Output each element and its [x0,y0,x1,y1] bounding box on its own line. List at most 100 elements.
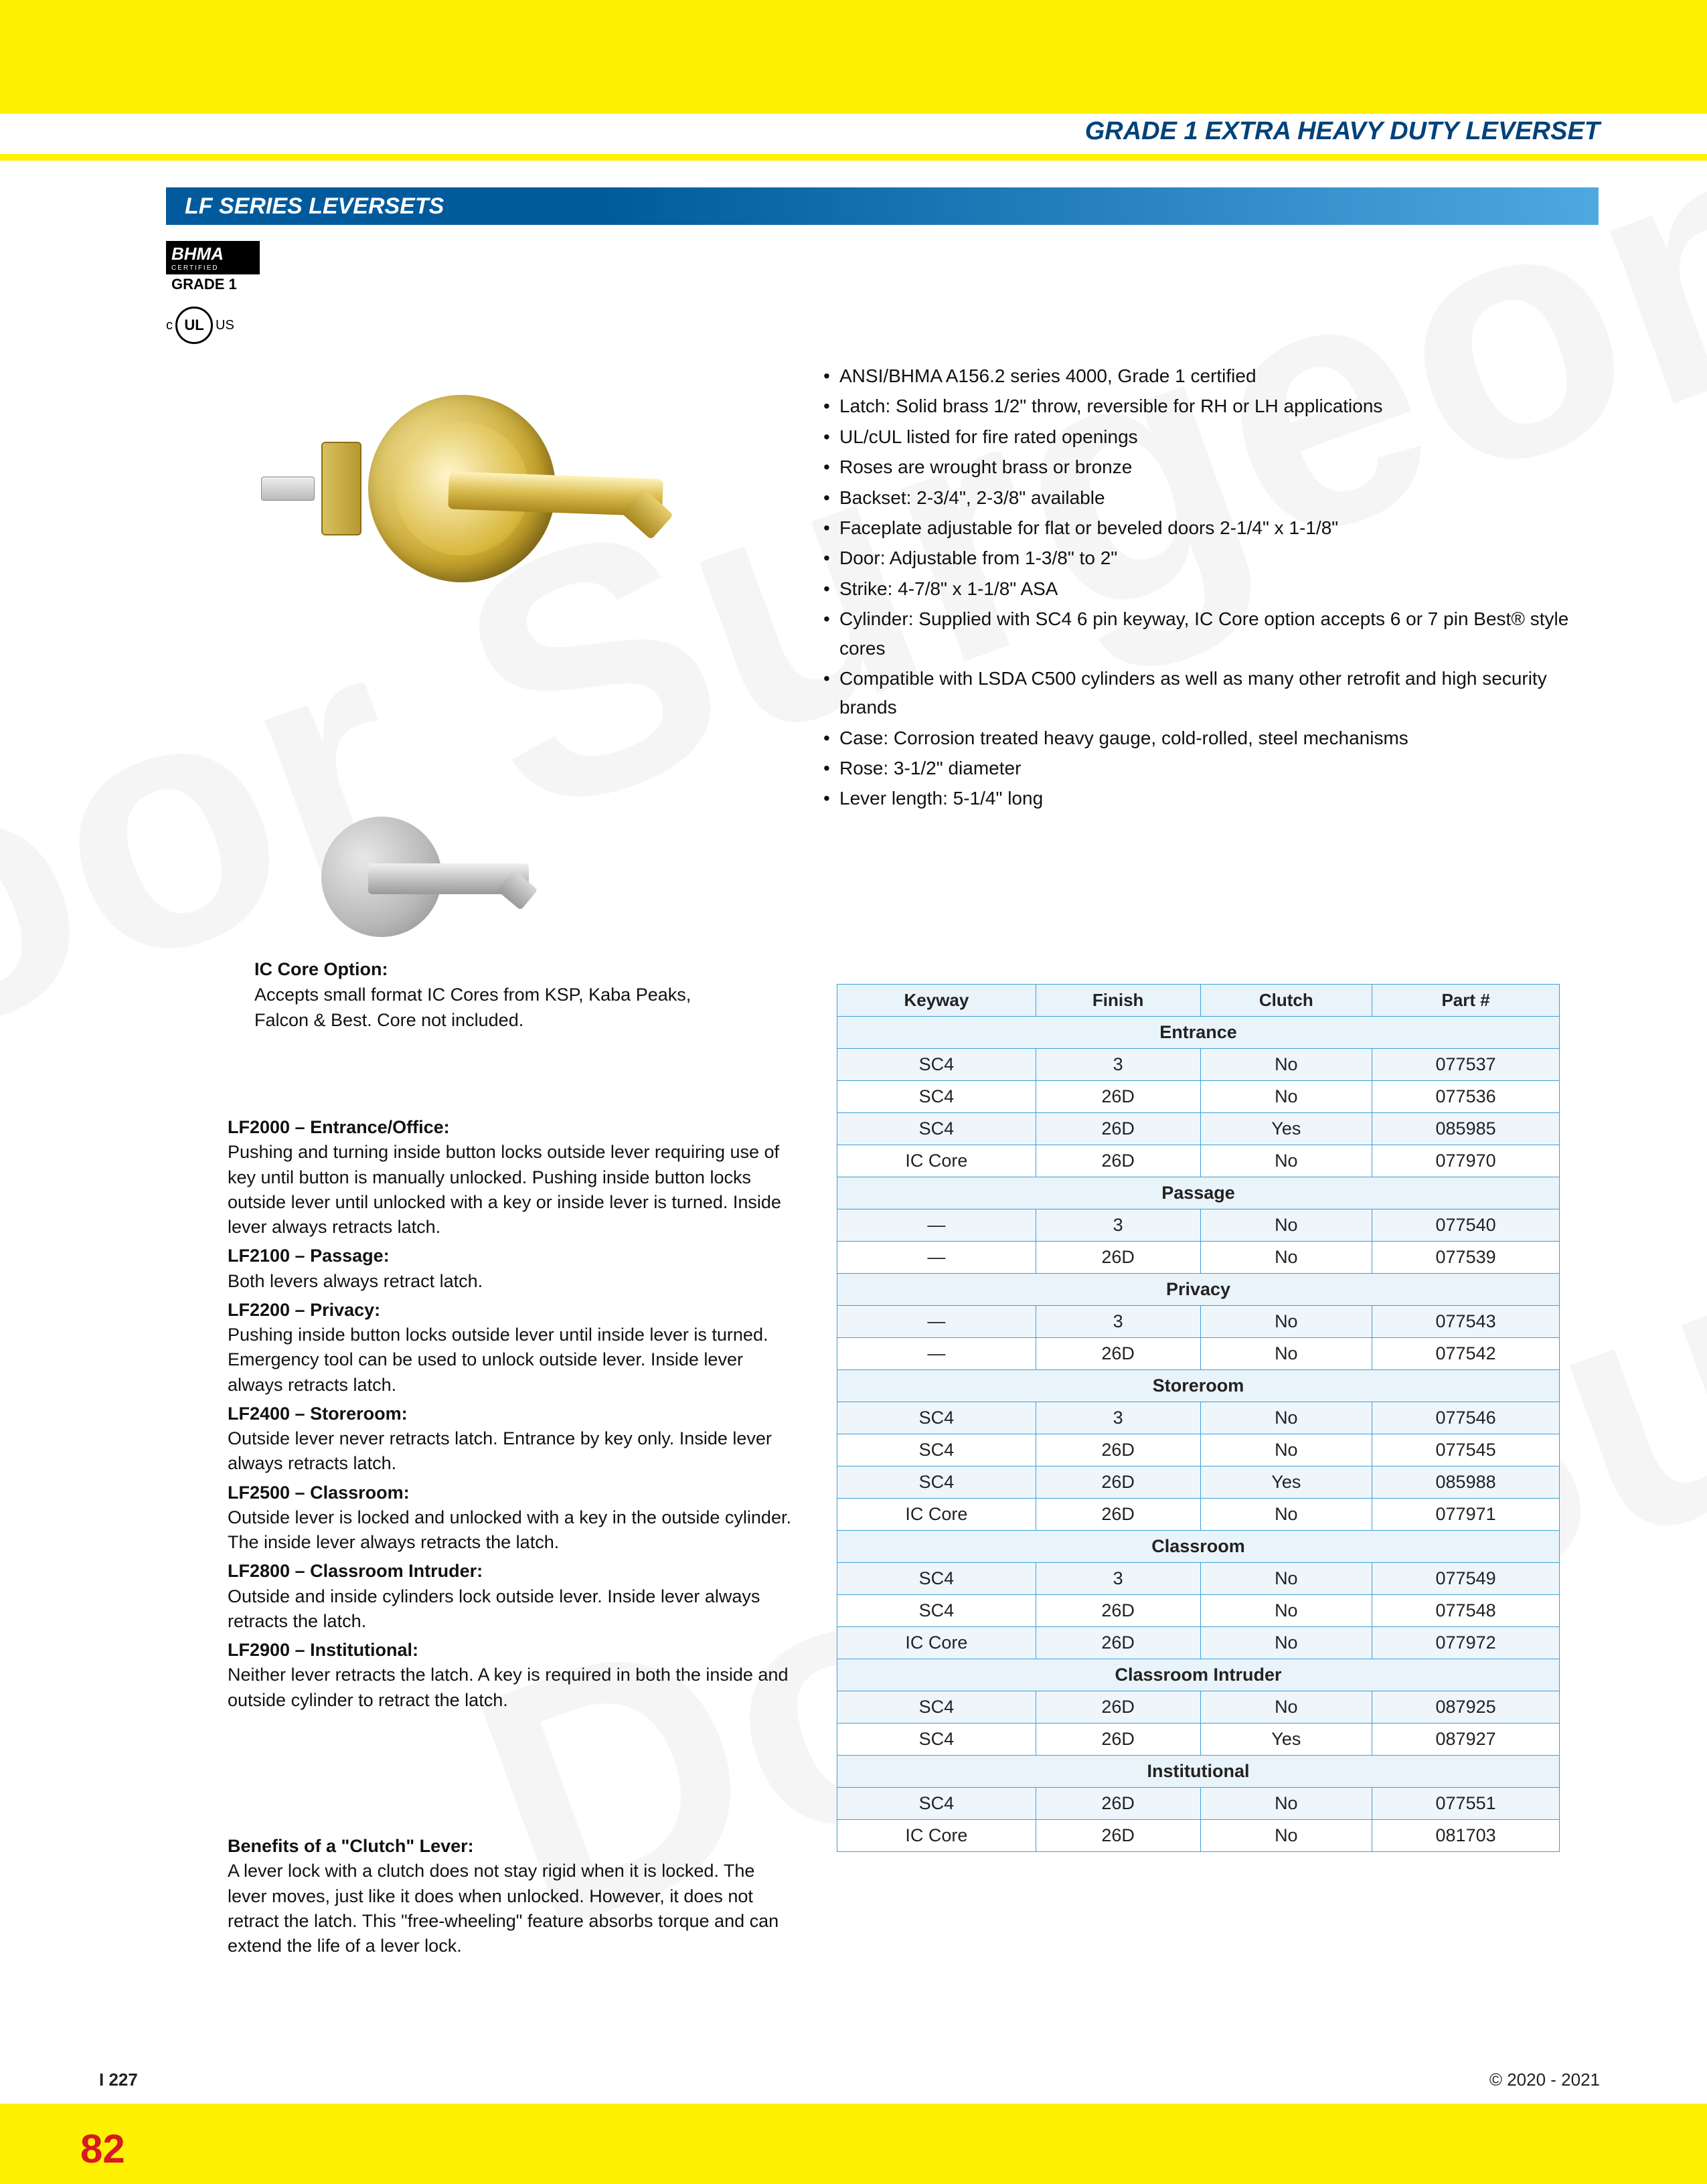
table-row: SC426DNo077551 [837,1788,1560,1820]
table-cell: 26D [1036,1081,1200,1113]
table-cell: — [837,1242,1036,1274]
table-cell: 26D [1036,1466,1200,1499]
table-cell: SC4 [837,1081,1036,1113]
table-cell: No [1200,1145,1372,1177]
table-cell: 077540 [1372,1209,1560,1242]
product-image-brass-lever [248,361,663,616]
table-row: —3No077540 [837,1209,1560,1242]
table-cell: — [837,1209,1036,1242]
function-title: LF2000 – Entrance/Office: [228,1115,797,1140]
table-cell: IC Core [837,1627,1036,1659]
table-cell: No [1200,1820,1372,1852]
table-row: IC Core26DNo077971 [837,1499,1560,1531]
table-row: SC426DYes087927 [837,1724,1560,1756]
table-section-header: Classroom Intruder [837,1659,1560,1691]
table-cell: 26D [1036,1627,1200,1659]
bhma-grade: GRADE 1 [166,274,260,295]
table-row: IC Core26DNo077970 [837,1145,1560,1177]
function-title: LF2900 – Institutional: [228,1638,797,1663]
table-section-header: Classroom [837,1531,1560,1563]
table-cell: No [1200,1434,1372,1466]
table-row: IC Core26DNo081703 [837,1820,1560,1852]
table-cell: No [1200,1788,1372,1820]
table-cell: 3 [1036,1402,1200,1434]
table-cell: No [1200,1306,1372,1338]
table-row: SC43No077549 [837,1563,1560,1595]
spec-item: Strike: 4-7/8" x 1-1/8" ASA [823,574,1587,603]
table-cell: 087925 [1372,1691,1560,1724]
table-cell: 077545 [1372,1434,1560,1466]
table-row: SC43No077537 [837,1049,1560,1081]
spec-item: Backset: 2-3/4", 2-3/8" available [823,483,1587,512]
spec-item: Faceplate adjustable for flat or beveled… [823,513,1587,542]
table-cell: SC4 [837,1049,1036,1081]
table-row: —26DNo077539 [837,1242,1560,1274]
table-cell: SC4 [837,1595,1036,1627]
table-cell: No [1200,1627,1372,1659]
function-text: Pushing and turning inside button locks … [228,1140,797,1240]
table-cell: 26D [1036,1788,1200,1820]
table-cell: 077536 [1372,1081,1560,1113]
footer-code: I 227 [99,2070,138,2090]
table-cell: No [1200,1081,1372,1113]
table-header: Clutch [1200,985,1372,1017]
table-section-header: Institutional [837,1756,1560,1788]
table-cell: SC4 [837,1563,1036,1595]
ul-us: US [216,318,234,333]
table-cell: 077537 [1372,1049,1560,1081]
clutch-benefits: Benefits of a "Clutch" Lever: A lever lo… [228,1834,797,1958]
table-cell: No [1200,1691,1372,1724]
spec-item: Latch: Solid brass 1/2" throw, reversibl… [823,392,1587,420]
table-cell: 3 [1036,1306,1200,1338]
section-header: LF SERIES LEVERSETS [166,187,1599,225]
table-row: SC426DNo087925 [837,1691,1560,1724]
table-cell: Yes [1200,1466,1372,1499]
table-cell: 077546 [1372,1402,1560,1434]
table-cell: — [837,1338,1036,1370]
product-image-ic-core-lever [295,803,536,950]
table-cell: 26D [1036,1691,1200,1724]
certification-badges: BHMA CERTIFIED GRADE 1 c UL US [166,241,260,344]
spec-item: Case: Corrosion treated heavy gauge, col… [823,724,1587,752]
function-descriptions: LF2000 – Entrance/Office:Pushing and tur… [228,1111,797,1713]
ic-core-caption: IC Core Option: Accepts small format IC … [254,957,736,1033]
table-cell: SC4 [837,1113,1036,1145]
spec-item: Cylinder: Supplied with SC4 6 pin keyway… [823,604,1587,663]
table-cell: 085988 [1372,1466,1560,1499]
table-section-header: Passage [837,1177,1560,1209]
table-header: Finish [1036,985,1200,1017]
table-cell: 26D [1036,1338,1200,1370]
table-cell: 077972 [1372,1627,1560,1659]
table-cell: — [837,1306,1036,1338]
ul-c: c [166,318,173,333]
function-text: Neither lever retracts the latch. A key … [228,1663,797,1713]
table-cell: SC4 [837,1434,1036,1466]
function-text: Pushing inside button locks outside leve… [228,1323,797,1398]
table-row: SC426DYes085988 [837,1466,1560,1499]
table-cell: SC4 [837,1402,1036,1434]
spec-item: ANSI/BHMA A156.2 series 4000, Grade 1 ce… [823,361,1587,390]
table-section-header: Storeroom [837,1370,1560,1402]
table-cell: 077549 [1372,1563,1560,1595]
table-cell: Yes [1200,1724,1372,1756]
table-cell: SC4 [837,1691,1036,1724]
table-header: Keyway [837,985,1036,1017]
table-cell: No [1200,1242,1372,1274]
page-title: GRADE 1 EXTRA HEAVY DUTY LEVERSET [1085,117,1600,146]
table-cell: 26D [1036,1595,1200,1627]
table-cell: 077548 [1372,1595,1560,1627]
table-cell: 081703 [1372,1820,1560,1852]
table-row: IC Core26DNo077972 [837,1627,1560,1659]
table-row: SC43No077546 [837,1402,1560,1434]
table-cell: IC Core [837,1499,1036,1531]
function-text: Outside lever never retracts latch. Entr… [228,1426,797,1477]
table-cell: 085985 [1372,1113,1560,1145]
table-row: —26DNo077542 [837,1338,1560,1370]
spec-item: Compatible with LSDA C500 cylinders as w… [823,664,1587,722]
function-title: LF2400 – Storeroom: [228,1402,797,1426]
spec-item: Rose: 3-1/2" diameter [823,754,1587,782]
page-number: 82 [80,2126,125,2172]
table-cell: 26D [1036,1434,1200,1466]
spec-item: UL/cUL listed for fire rated openings [823,422,1587,451]
table-cell: 077539 [1372,1242,1560,1274]
